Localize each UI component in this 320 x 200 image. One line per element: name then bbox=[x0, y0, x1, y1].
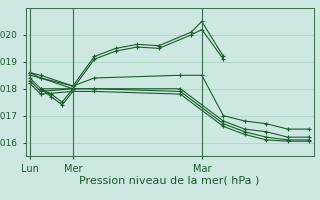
X-axis label: Pression niveau de la mer( hPa ): Pression niveau de la mer( hPa ) bbox=[79, 175, 260, 185]
